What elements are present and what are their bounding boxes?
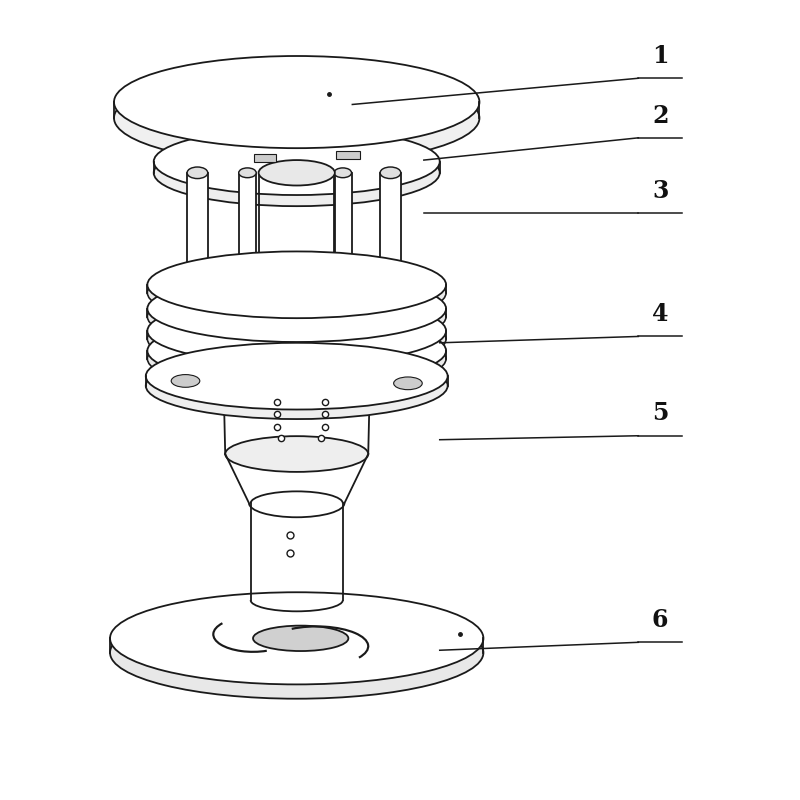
Ellipse shape <box>224 366 370 406</box>
FancyBboxPatch shape <box>334 173 351 290</box>
FancyBboxPatch shape <box>238 173 256 290</box>
Ellipse shape <box>146 342 448 410</box>
Text: 6: 6 <box>652 608 669 632</box>
Ellipse shape <box>147 259 446 326</box>
Ellipse shape <box>394 377 422 390</box>
Text: 5: 5 <box>652 402 668 426</box>
Ellipse shape <box>154 128 440 195</box>
Ellipse shape <box>147 283 446 350</box>
FancyBboxPatch shape <box>187 173 208 290</box>
Ellipse shape <box>238 168 256 178</box>
Ellipse shape <box>147 306 446 372</box>
Ellipse shape <box>147 298 446 364</box>
Ellipse shape <box>114 56 479 148</box>
Ellipse shape <box>226 436 368 472</box>
Ellipse shape <box>147 251 446 318</box>
Ellipse shape <box>253 626 348 651</box>
Ellipse shape <box>110 592 483 685</box>
Ellipse shape <box>171 374 200 387</box>
Text: 2: 2 <box>652 103 669 127</box>
Ellipse shape <box>380 167 401 178</box>
FancyBboxPatch shape <box>254 154 276 162</box>
Ellipse shape <box>258 160 335 186</box>
Text: 4: 4 <box>652 302 669 326</box>
Ellipse shape <box>147 318 446 384</box>
Ellipse shape <box>334 168 351 178</box>
Ellipse shape <box>110 606 483 698</box>
Text: 3: 3 <box>652 179 668 203</box>
FancyBboxPatch shape <box>380 173 401 290</box>
Text: 1: 1 <box>652 44 669 68</box>
Ellipse shape <box>147 326 446 392</box>
Ellipse shape <box>147 275 446 342</box>
Ellipse shape <box>154 139 440 206</box>
Ellipse shape <box>187 167 208 178</box>
FancyBboxPatch shape <box>337 151 360 159</box>
Ellipse shape <box>146 352 448 419</box>
Ellipse shape <box>114 72 479 164</box>
Ellipse shape <box>258 274 335 296</box>
